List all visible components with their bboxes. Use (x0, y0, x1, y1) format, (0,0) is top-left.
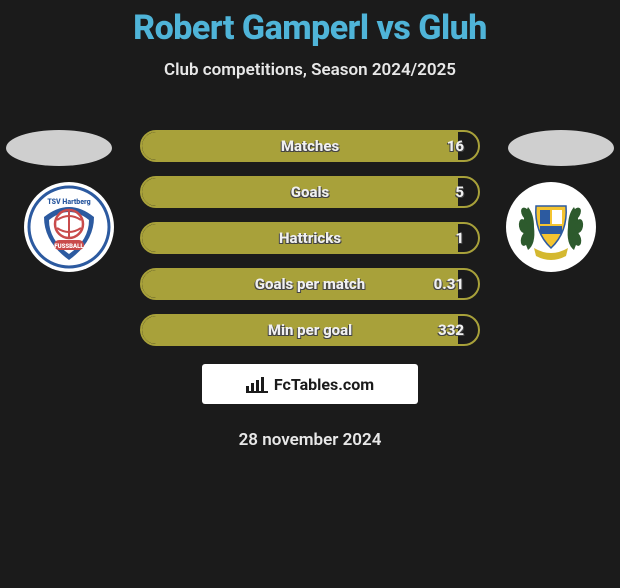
stat-goals: Goals 5 (140, 176, 480, 208)
stat-matches: Matches 16 (140, 130, 480, 162)
date-label: 28 november 2024 (0, 430, 620, 450)
tsv-hartberg-crest-icon: TSV Hartberg FUSSBALL (24, 182, 114, 272)
stat-value: 5 (455, 183, 464, 201)
brand-text: FcTables.com (274, 375, 374, 394)
stat-label: Goals per match (255, 275, 365, 293)
svg-text:TSV Hartberg: TSV Hartberg (47, 198, 90, 206)
stat-label: Min per goal (268, 321, 352, 339)
stat-value: 332 (438, 321, 464, 339)
club-crest-left: TSV Hartberg FUSSBALL (24, 182, 114, 272)
club-crest-right (506, 182, 596, 272)
svg-text:FUSSBALL: FUSSBALL (54, 243, 84, 250)
player-oval-right (508, 130, 614, 166)
opponent-crest-icon (506, 182, 596, 272)
bar-chart-icon (246, 375, 268, 393)
brand-badge[interactable]: FcTables.com (202, 364, 418, 404)
stat-value: 1 (455, 229, 464, 247)
stat-label: Hattricks (279, 229, 341, 247)
subtitle: Club competitions, Season 2024/2025 (0, 60, 620, 80)
stat-value: 0.31 (434, 275, 464, 293)
player-oval-left (6, 130, 112, 166)
page-title: Robert Gamperl vs Gluh (0, 8, 620, 48)
stat-label: Matches (281, 137, 339, 155)
stat-label: Goals (291, 183, 329, 201)
stat-hattricks: Hattricks 1 (140, 222, 480, 254)
stat-value: 16 (447, 137, 464, 155)
stat-min-per-goal: Min per goal 332 (140, 314, 480, 346)
stats-container: Matches 16 Goals 5 Hattricks 1 Goals per… (140, 130, 480, 346)
stat-goals-per-match: Goals per match 0.31 (140, 268, 480, 300)
